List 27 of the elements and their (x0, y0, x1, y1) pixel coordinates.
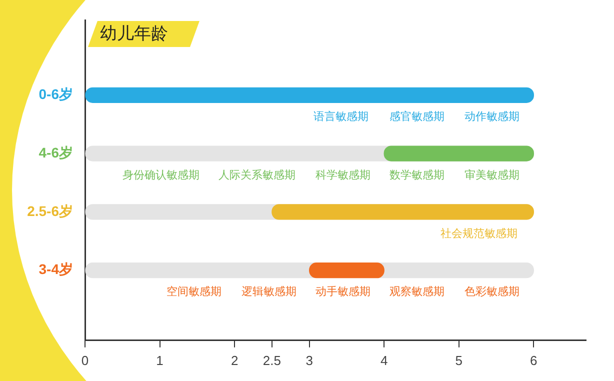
annotation: 数学敏感期 (390, 168, 444, 182)
y-tick-label: 4-6岁 (38, 144, 73, 160)
annotation: 科学敏感期 (316, 168, 370, 182)
x-tick-label: 1 (156, 352, 164, 368)
chart-title: 幼儿年龄 (100, 24, 168, 44)
x-tick-label: 0 (81, 352, 89, 368)
annotation: 色彩敏感期 (464, 285, 520, 298)
x-tick-label: 2 (230, 352, 238, 368)
annotation: 观察敏感期 (390, 285, 444, 298)
annotation: 语言敏感期 (314, 110, 368, 124)
x-tick-label: 3 (306, 352, 313, 368)
annotation: 人际关系敏感期 (218, 168, 296, 182)
x-tick-label: 5 (455, 352, 462, 368)
y-tick-label: 2.5-6岁 (27, 202, 73, 219)
x-tick-label: 2.5 (262, 352, 281, 368)
x-tick-label: 6 (530, 352, 538, 368)
y-tick-label: 0-6岁 (38, 86, 73, 102)
annotation: 审美敏感期 (464, 168, 520, 182)
annotation: 逻辑敏感期 (242, 285, 296, 298)
annotation: 动作敏感期 (464, 110, 520, 124)
annotation: 动手敏感期 (316, 285, 370, 298)
annotation: 空间敏感期 (166, 285, 222, 298)
annotation: 感官敏感期 (390, 110, 444, 124)
annotation: 社会规范敏感期 (440, 226, 518, 240)
y-tick-label: 3-4岁 (38, 261, 73, 278)
annotation: 身份确认敏感期 (122, 168, 200, 182)
x-tick-label: 4 (380, 352, 388, 368)
